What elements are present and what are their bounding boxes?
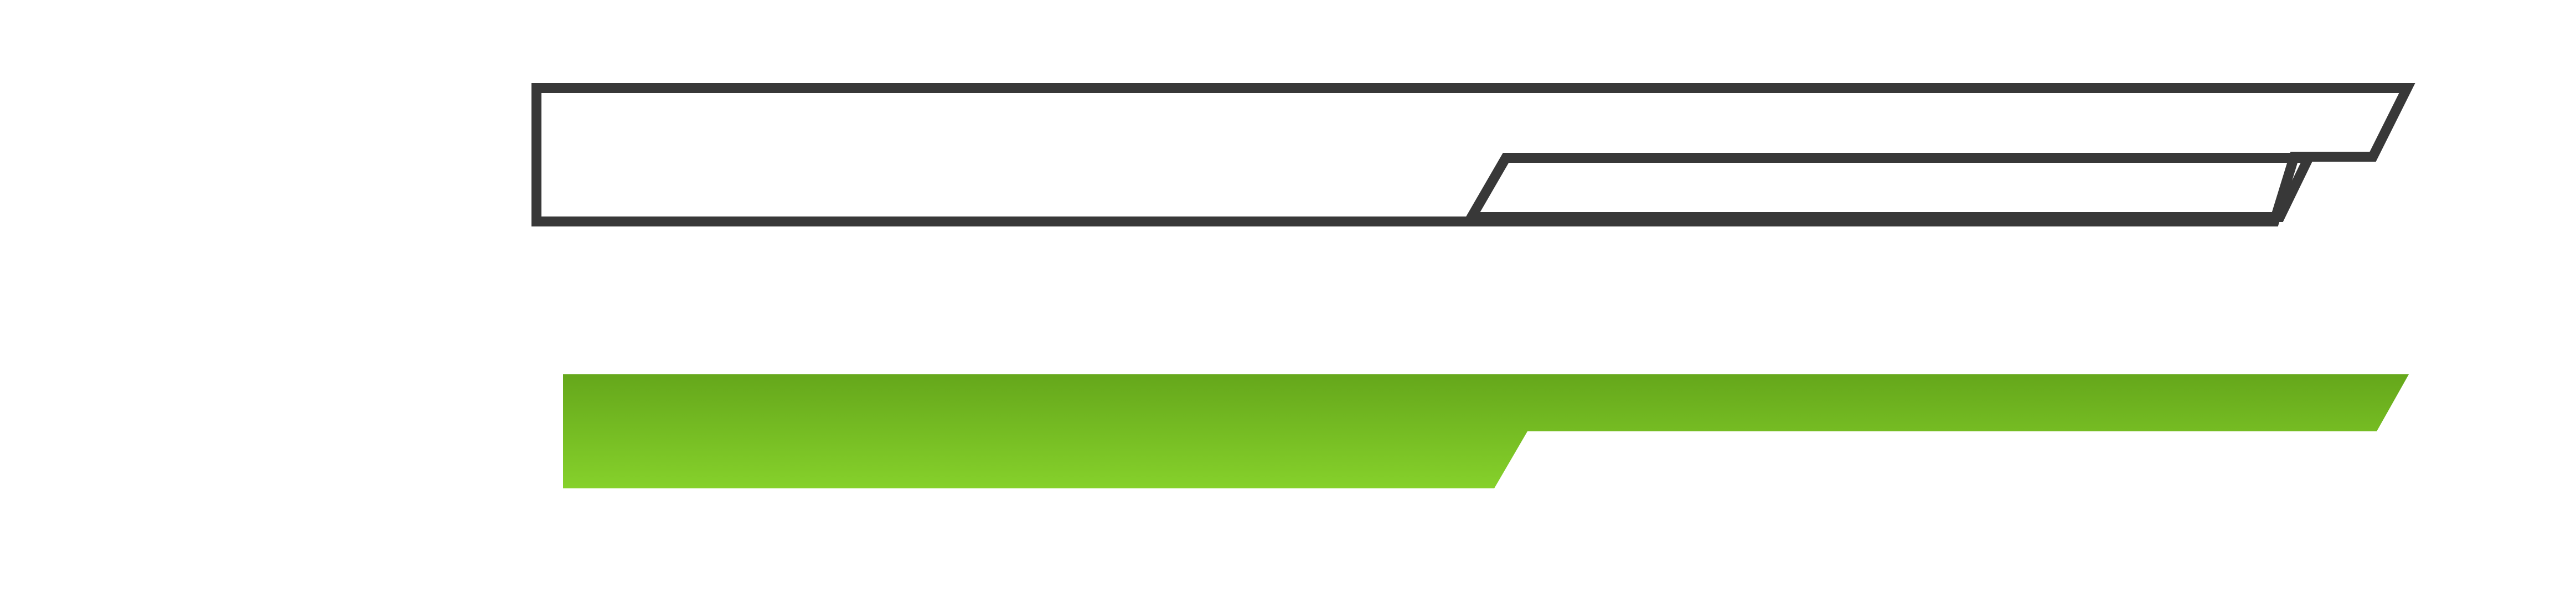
green-stepped-bar <box>563 374 2409 488</box>
outline-stepped-bar <box>531 83 2415 226</box>
outline-inner-step <box>1463 153 2317 222</box>
